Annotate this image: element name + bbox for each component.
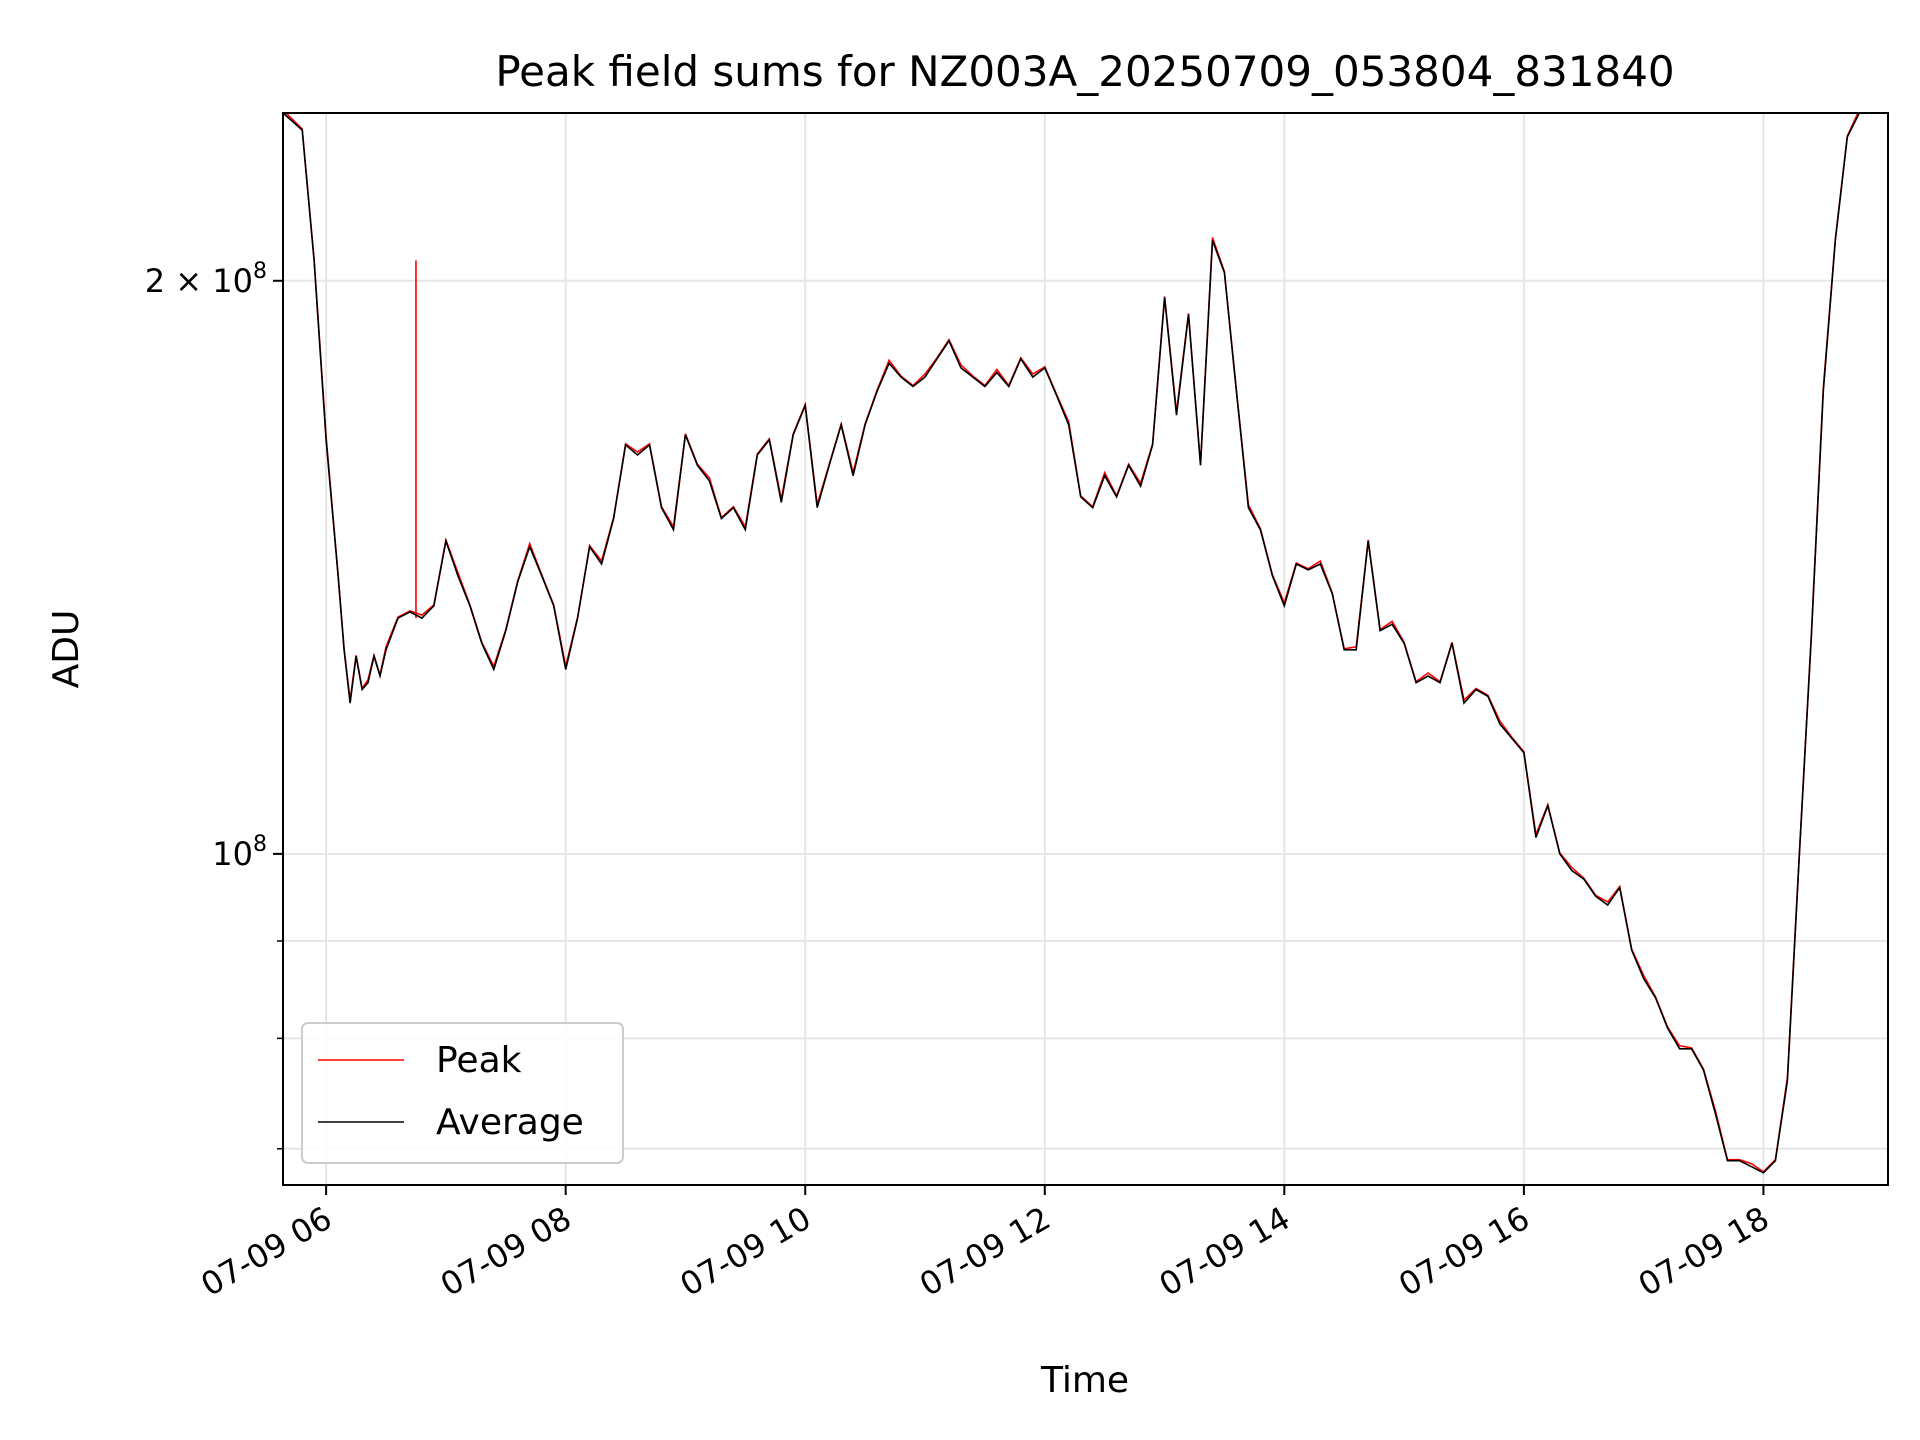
y-tick-exponent: 8 [253, 832, 267, 857]
x-axis-label: Time [1040, 1360, 1129, 1401]
y-tick-base: 2 × 10 [145, 262, 253, 300]
average-series-line [283, 113, 1861, 1174]
y-tick-exponent: 8 [253, 259, 267, 284]
legend-average-label: Average [436, 1102, 584, 1143]
series-layer [283, 113, 1861, 1174]
y-tick-base: 10 [212, 835, 253, 873]
legend-box [301, 1022, 624, 1164]
plot-frame [282, 112, 1889, 1186]
legend: Peak Average [301, 1022, 624, 1164]
y-major-tick-label: 2 × 108 [145, 259, 267, 300]
chart-title: Peak field sums for NZ003A_20250709_0538… [495, 47, 1674, 96]
legend-peak-label: Peak [436, 1040, 522, 1081]
y-axis-label: ADU [46, 610, 87, 689]
grid-layer [283, 113, 1888, 1185]
y-major-tick-label: 108 [212, 832, 267, 873]
